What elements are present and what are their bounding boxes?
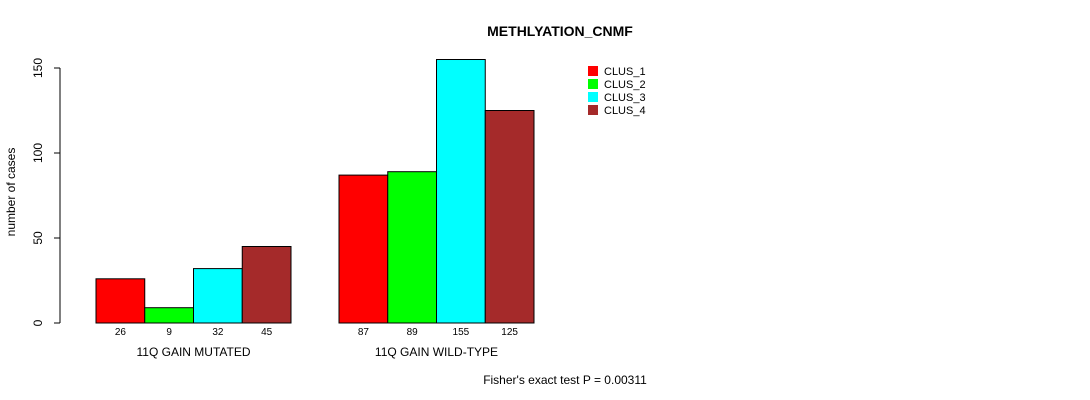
legend-swatch: [588, 66, 598, 76]
bar-clus-3: [436, 59, 486, 324]
bar-clus-2: [387, 171, 437, 324]
legend-swatch: [588, 105, 598, 115]
bar-clus-1: [95, 278, 146, 324]
bar-value-label: 125: [501, 327, 518, 338]
legend-swatch: [588, 79, 598, 89]
legend-label: CLUS_1: [604, 66, 646, 78]
bar-value-label: 155: [453, 327, 470, 338]
category-labels: 11Q GAIN MUTATED 11Q GAIN WILD-TYPE: [136, 345, 498, 359]
bar-value-label: 45: [261, 327, 273, 338]
y-tick-label: 0: [31, 319, 45, 326]
bar-value-label: 26: [115, 327, 127, 338]
y-tick-label: 150: [31, 58, 45, 78]
legend-label: CLUS_2: [604, 79, 646, 91]
y-axis-label: number of cases: [4, 148, 18, 237]
bar-value-label: 9: [166, 327, 172, 338]
legend-label: CLUS_4: [604, 105, 646, 117]
bar-clus-4: [484, 110, 535, 324]
bar-value-labels: 26 9 32 45 87 89 155 125: [115, 327, 519, 338]
bar-value-label: 87: [358, 327, 370, 338]
bar-value-label: 89: [407, 327, 419, 338]
y-tick-label: 100: [31, 143, 45, 163]
category-label: 11Q GAIN WILD-TYPE: [375, 345, 498, 359]
fisher-test-note: Fisher's exact test P = 0.00311: [483, 373, 647, 387]
legend-label: CLUS_3: [604, 92, 646, 104]
y-tick-label: 50: [31, 231, 45, 245]
bars-group: [95, 59, 535, 324]
bar-clus-1: [338, 174, 389, 324]
bar-clus-3: [193, 268, 243, 324]
bar-value-label: 32: [212, 327, 224, 338]
chart-title: METHLYATION_CNMF: [487, 23, 633, 39]
y-axis: 0 50 100 150: [31, 58, 61, 326]
bar-clus-4: [241, 246, 292, 324]
legend-swatch: [588, 92, 598, 102]
bar-clus-2: [144, 307, 194, 324]
category-label: 11Q GAIN MUTATED: [136, 345, 250, 359]
